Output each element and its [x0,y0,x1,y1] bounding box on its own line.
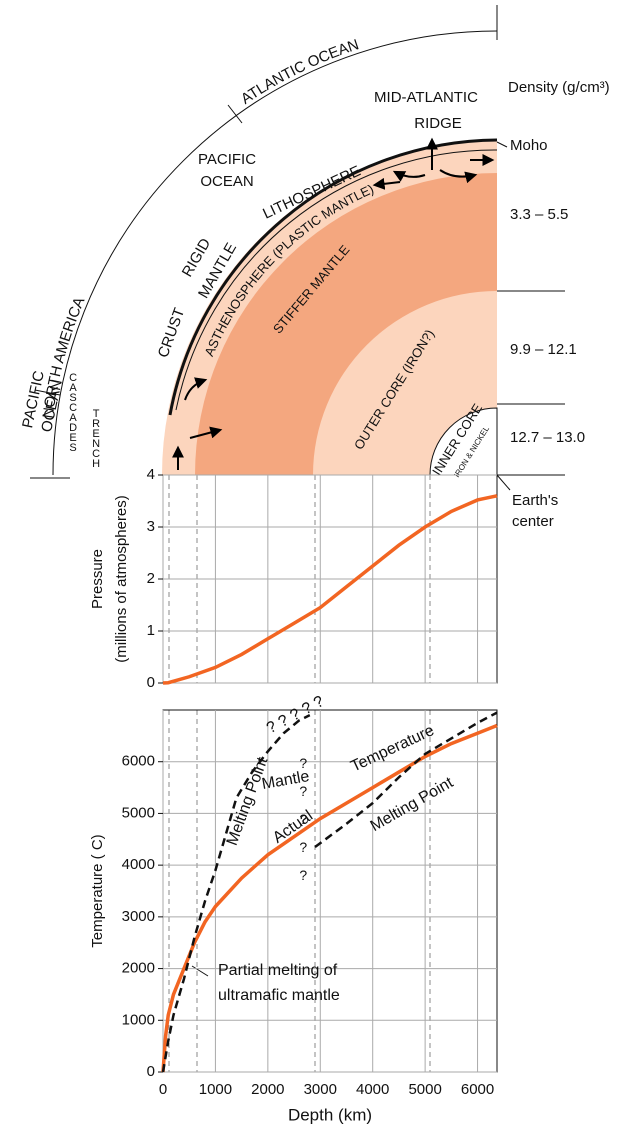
annotation: ? ? ? ? ? [295,755,311,881]
diagram-label: PACIFIC [198,151,256,168]
annotation: Melting Point [224,755,272,848]
y-tick-label: 3000 [122,908,155,925]
melting-curve [161,714,311,1073]
y-tick-label: 4 [147,466,155,483]
leader-line [191,965,209,977]
x-tick-label: 6000 [461,1081,494,1098]
x-tick-label: 1000 [199,1081,232,1098]
y-tick-label: 2 [147,570,155,587]
leader-line [496,141,508,148]
y-tick-label: 6000 [122,753,155,770]
diagram-label: center [512,513,554,530]
diagram-label: Moho [510,137,548,154]
convection-arrows [172,137,495,470]
bracket-tick [227,104,243,124]
annotation: Partial melting of [218,962,338,979]
bracket-tick [34,389,61,396]
y-tick-label: 5000 [122,804,155,821]
diagram-label: Earth's [512,492,558,509]
data-line [162,494,498,685]
diagram-label: RIDGE [414,115,462,132]
leader-line [496,474,511,491]
diagram-label: Density (g/cm³) [508,79,610,96]
melting-curve [314,711,498,849]
x-tick-label: 4000 [356,1081,389,1098]
y-tick-label: 3 [147,518,155,535]
outer-bracket [52,30,498,476]
inner-core [429,407,498,476]
annotation: ultramafic mantle [218,987,340,1004]
diagram-label: OCEAN [200,173,253,190]
y-tick-label: 1 [147,622,155,639]
diagram-label: 9.9 – 12.1 [510,341,577,358]
diagram-label-text: ATLANTIC OCEAN [238,36,361,108]
y-axis-label: (millions of atmospheres) [113,495,130,663]
plot-frame [162,709,498,1073]
y-tick-label: 0 [147,1063,155,1080]
x-tick-label: 5000 [408,1081,441,1098]
diagram-label: ATLANTIC OCEAN [238,36,361,108]
data-line [161,723,498,1073]
x-tick-label: 2000 [251,1081,284,1098]
y-axis-label: Pressure [89,549,106,609]
x-tick-label: 0 [159,1081,167,1098]
diagram-label: TRENCH [90,408,102,468]
y-tick-label: 1000 [122,1011,155,1028]
y-tick-label: 2000 [122,960,155,977]
x-axis-label: Depth (km) [288,1105,372,1124]
x-tick-label: 3000 [304,1081,337,1098]
y-axis-label: Temperature ( C) [89,834,106,947]
y-tick-label: 0 [147,674,155,691]
y-tick-label: 4000 [122,856,155,873]
diagram-label: 3.3 – 5.5 [510,206,568,223]
annotation: Temperature [348,722,437,775]
diagram-label: CASCADES [67,372,79,452]
diagram-label: 12.7 – 13.0 [510,429,585,446]
annotation: ? ? ? ? ? [264,693,327,737]
diagram-label: MID-ATLANTIC [374,89,478,106]
diagram-label: CRUST [155,306,189,360]
